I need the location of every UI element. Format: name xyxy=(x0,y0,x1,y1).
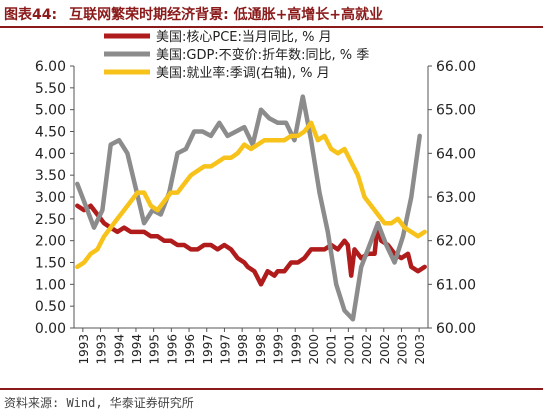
legend-label-emp: 美国:就业率:季调(右轴), % 月 xyxy=(156,65,330,81)
figure-title: 图表44: 互联网繁荣时期经济背景: 低通胀+高增长+高就业 xyxy=(4,4,383,24)
figure-label: 图表44: xyxy=(4,7,58,23)
left-tick-label: 5.50 xyxy=(35,81,66,97)
left-tick-label: 6.00 xyxy=(35,59,66,75)
x-tick-label: 1998 xyxy=(254,334,268,365)
right-tick-label: 65.00 xyxy=(436,103,476,119)
x-tick-label: 2000 xyxy=(307,334,321,365)
x-tick-label: 1993 xyxy=(95,334,109,365)
left-tick-label: 1.50 xyxy=(35,256,66,272)
chart-legend: 美国:核心PCE:当月同比, % 月美国:GDP:不变价:折年数:同比, % 季… xyxy=(104,30,369,81)
right-tick-label: 61.00 xyxy=(436,277,476,293)
legend-label-pce: 美国:核心PCE:当月同比, % 月 xyxy=(156,30,332,45)
right-tick-label: 62.00 xyxy=(436,234,476,250)
source-note: 资料来源: Wind, 华泰证券研究所 xyxy=(4,396,194,410)
figure-header xyxy=(0,0,543,28)
x-tick-label: 1993 xyxy=(77,334,91,365)
left-tick-label: 4.50 xyxy=(35,125,66,141)
left-tick-label: 5.00 xyxy=(35,103,66,119)
x-tick-label: 1996 xyxy=(165,334,179,365)
x-tick-label: 1997 xyxy=(218,334,232,365)
left-tick-label: 0.00 xyxy=(35,321,66,337)
x-tick-label: 1999 xyxy=(289,334,303,365)
chart-axes: 0.00 0.50 1.00 1.50 2.00 2.50 3.00 3.50 4.00 4.50… xyxy=(35,59,476,365)
right-tick-label: 60.00 xyxy=(436,321,476,337)
left-tick-label: 4.00 xyxy=(35,146,66,162)
x-tick-label: 2002 xyxy=(378,334,392,365)
left-tick-label: 1.00 xyxy=(35,277,66,293)
left-tick-label: 2.50 xyxy=(35,212,66,228)
left-tick-label: 3.00 xyxy=(35,190,66,206)
series-line-emp xyxy=(75,120,427,270)
line-chart: 0.00 0.50 1.00 1.50 2.00 2.50 3.00 3.50 4.00 4.50… xyxy=(35,30,476,365)
x-tick-label: 1994 xyxy=(130,334,144,365)
x-tick-label: 1996 xyxy=(183,334,197,365)
right-tick-label: 66.00 xyxy=(436,59,476,75)
x-tick-label: 2001 xyxy=(342,334,356,365)
series-line-pce xyxy=(75,203,427,287)
x-tick-label: 2002 xyxy=(360,334,374,365)
source-divider xyxy=(0,388,543,390)
x-tick-label: 1997 xyxy=(201,334,215,365)
legend-label-gdp: 美国:GDP:不变价:折年数:同比, % 季 xyxy=(156,47,369,63)
x-tick-label: 1995 xyxy=(148,334,162,365)
chart-series xyxy=(75,94,427,322)
x-tick-label: 1999 xyxy=(272,334,286,365)
x-tick-label: 2003 xyxy=(395,334,409,365)
left-tick-label: 2.00 xyxy=(35,234,66,250)
right-tick-label: 64.00 xyxy=(436,146,476,162)
x-tick-label: 2003 xyxy=(413,334,427,365)
left-tick-label: 0.50 xyxy=(35,299,66,315)
x-tick-label: 1994 xyxy=(112,334,126,365)
right-tick-label: 63.00 xyxy=(436,190,476,206)
left-tick-label: 3.50 xyxy=(35,168,66,184)
series-line-gdp xyxy=(75,94,422,322)
figure-subtitle: 互联网繁荣时期经济背景: 低通胀+高增长+高就业 xyxy=(69,7,384,23)
x-tick-label: 1998 xyxy=(236,334,250,365)
x-tick-label: 2001 xyxy=(325,334,339,365)
